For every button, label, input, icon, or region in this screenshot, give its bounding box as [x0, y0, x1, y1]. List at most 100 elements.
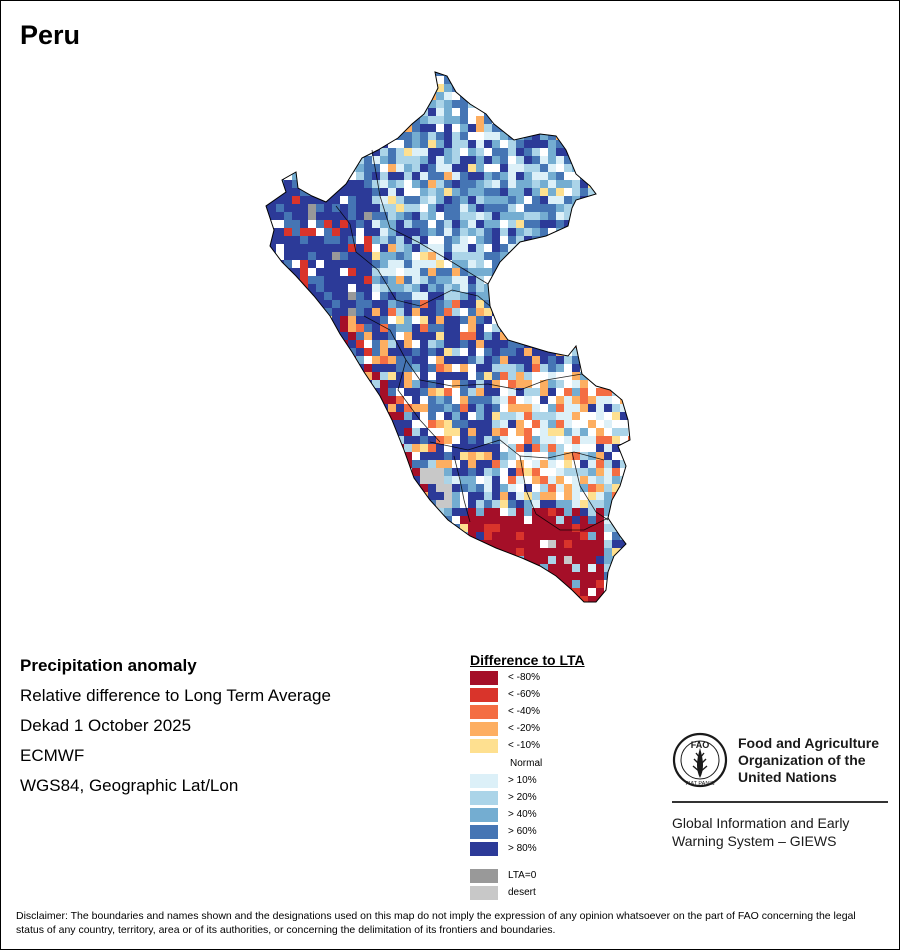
- map-cell: [292, 228, 300, 236]
- map-cell: [276, 420, 284, 428]
- map-cell: [388, 596, 396, 602]
- map-cell: [340, 532, 348, 540]
- map-cell: [332, 436, 340, 444]
- map-cell: [572, 452, 580, 460]
- map-cell: [564, 564, 572, 572]
- map-cell: [452, 492, 460, 500]
- map-cell: [316, 116, 324, 124]
- map-cell: [604, 84, 612, 92]
- map-cell: [404, 72, 412, 76]
- map-cell: [572, 356, 580, 364]
- map-cell: [266, 396, 268, 404]
- map-cell: [300, 572, 308, 580]
- map-cell: [628, 340, 630, 348]
- map-cell: [412, 388, 420, 396]
- map-cell: [516, 196, 524, 204]
- map-cell: [468, 292, 476, 300]
- map-cell: [412, 548, 420, 556]
- map-cell: [500, 572, 508, 580]
- map-cell: [484, 140, 492, 148]
- map-cell: [420, 172, 428, 180]
- map-cell: [300, 332, 308, 340]
- map-cell: [364, 492, 372, 500]
- map-cell: [580, 476, 588, 484]
- map-cell: [332, 460, 340, 468]
- map-cell: [596, 292, 604, 300]
- map-cell: [324, 220, 332, 228]
- map-cell: [396, 308, 404, 316]
- map-cell: [308, 476, 316, 484]
- map-cell: [636, 260, 640, 268]
- map-cell: [548, 604, 556, 608]
- map-cell: [540, 580, 548, 588]
- map-cell: [284, 468, 292, 476]
- map-cell: [620, 172, 628, 180]
- map-cell: [452, 204, 460, 212]
- map-cell: [516, 412, 524, 420]
- map-cell: [580, 452, 588, 460]
- map-cell: [324, 260, 332, 268]
- map-cell: [500, 580, 508, 588]
- map-cell: [508, 244, 516, 252]
- map-cell: [556, 436, 564, 444]
- map-cell: [620, 556, 628, 564]
- map-cell: [388, 300, 396, 308]
- map-cell: [604, 108, 612, 116]
- map-cell: [468, 108, 476, 116]
- legend-title: Difference to LTA: [470, 652, 585, 668]
- map-cell: [436, 196, 444, 204]
- map-cell: [532, 148, 540, 156]
- map-cell: [444, 140, 452, 148]
- map-cell: [596, 108, 604, 116]
- map-cell: [396, 372, 404, 380]
- map-cell: [284, 524, 292, 532]
- map-cell: [388, 588, 396, 596]
- map-cell: [564, 140, 572, 148]
- map-cell: [548, 500, 556, 508]
- map-cell: [316, 500, 324, 508]
- map-cell: [452, 172, 460, 180]
- map-cell: [332, 476, 340, 484]
- map-cell: [292, 196, 300, 204]
- map-cell: [324, 188, 332, 196]
- map-cell: [356, 524, 364, 532]
- map-cell: [380, 300, 388, 308]
- map-cell: [628, 260, 630, 268]
- map-cell: [596, 164, 604, 172]
- map-cell: [636, 356, 640, 364]
- map-cell: [420, 132, 428, 140]
- map-cell: [580, 420, 588, 428]
- map-cell: [284, 72, 292, 76]
- map-cell: [628, 372, 630, 380]
- map-cell: [428, 148, 436, 156]
- map-cell: [266, 252, 268, 260]
- map-cell: [420, 324, 428, 332]
- map-cell: [484, 108, 492, 116]
- map-cell: [596, 252, 604, 260]
- map-cell: [300, 100, 308, 108]
- map-cell: [476, 412, 484, 420]
- map-cell: [276, 548, 284, 556]
- map-cell: [388, 556, 396, 564]
- map-cell: [580, 532, 588, 540]
- map-cell: [564, 516, 572, 524]
- map-cell: [316, 156, 324, 164]
- map-cell: [316, 260, 324, 268]
- map-cell: [612, 444, 620, 452]
- map-cell: [316, 92, 324, 100]
- map-cell: [340, 228, 348, 236]
- map-cell: [444, 332, 452, 340]
- map-cell: [532, 348, 540, 356]
- map-cell: [604, 532, 612, 540]
- map-cell: [580, 204, 588, 212]
- map-cell: [348, 484, 356, 492]
- map-cell: [372, 76, 380, 84]
- map-cell: [516, 460, 524, 468]
- map-cell: [444, 300, 452, 308]
- map-cell: [444, 100, 452, 108]
- map-cell: [348, 316, 356, 324]
- map-cell: [316, 220, 324, 228]
- map-cell: [292, 292, 300, 300]
- map-cell: [276, 468, 284, 476]
- map-cell: [508, 108, 516, 116]
